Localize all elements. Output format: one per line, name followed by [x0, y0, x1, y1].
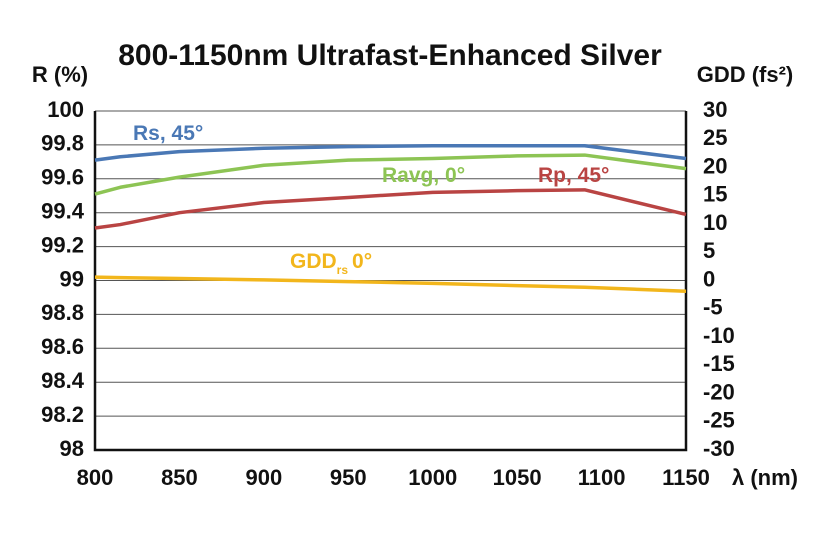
y2-axis-label: GDD (fs²) [697, 62, 794, 87]
y2-tick-label: -5 [703, 295, 723, 320]
series-line [94, 188, 687, 230]
y-tick-label: 99.4 [41, 199, 85, 224]
y2-tick-label: 30 [703, 97, 727, 122]
y-tick-label: 98.8 [41, 300, 84, 325]
y2-tick-label: 15 [703, 182, 727, 207]
y-tick-label: 98.4 [41, 368, 85, 393]
y-tick-label: 99.8 [41, 131, 84, 156]
y-tick-label: 98 [60, 436, 84, 461]
series-subscript: rs [337, 263, 349, 277]
x-tick-label: 900 [245, 465, 282, 490]
y-tick-label: 100 [47, 97, 84, 122]
series-name: GDD [290, 250, 337, 273]
x-tick-label: 1050 [493, 465, 542, 490]
y2-tick-label: 25 [703, 125, 727, 150]
y-tick-label: 98.6 [41, 334, 84, 359]
series-suffix: 0° [352, 250, 372, 273]
y2-tick-label: 0 [703, 266, 715, 291]
y2-tick-label: 5 [703, 238, 715, 263]
y2-tick-label: -20 [703, 379, 735, 404]
y2-tick-label: -30 [703, 436, 735, 461]
x-axis-label: λ (nm) [732, 465, 798, 490]
y2-tick-label: -10 [703, 323, 735, 348]
x-tick-label: 950 [330, 465, 367, 490]
plot-frame [93, 111, 688, 452]
series-name: Rs, 45° [133, 122, 203, 145]
series-label: Rp, 45° [538, 164, 609, 187]
series-line [94, 275, 687, 293]
y2-tick-label: -15 [703, 351, 735, 376]
y2-tick-label: 10 [703, 210, 727, 235]
series-line [94, 153, 687, 196]
series-label: Rs, 45° [133, 122, 203, 145]
series-label: GDDrs 0° [290, 250, 372, 278]
y-axis-label: R (%) [32, 62, 88, 87]
series-label: Ravg, 0° [382, 164, 465, 187]
series-name: Rp, 45° [538, 164, 609, 187]
series-line [94, 143, 687, 162]
x-tick-label: 1000 [408, 465, 457, 490]
y-tick-label: 99.6 [41, 165, 84, 190]
y2-tick-label: -25 [703, 408, 735, 433]
y2-tick-label: 20 [703, 153, 727, 178]
x-tick-label: 800 [77, 465, 114, 490]
series-name: Ravg, 0° [382, 164, 465, 187]
y-tick-label: 99 [60, 266, 84, 291]
x-tick-label: 850 [161, 465, 198, 490]
x-tick-label: 1150 [662, 465, 710, 490]
x-tick-label: 1100 [578, 465, 626, 490]
chart-title: 800-1150nm Ultrafast-Enhanced Silver [118, 39, 662, 72]
y-tick-label: 99.2 [41, 232, 84, 257]
y-tick-label: 98.2 [41, 402, 84, 427]
